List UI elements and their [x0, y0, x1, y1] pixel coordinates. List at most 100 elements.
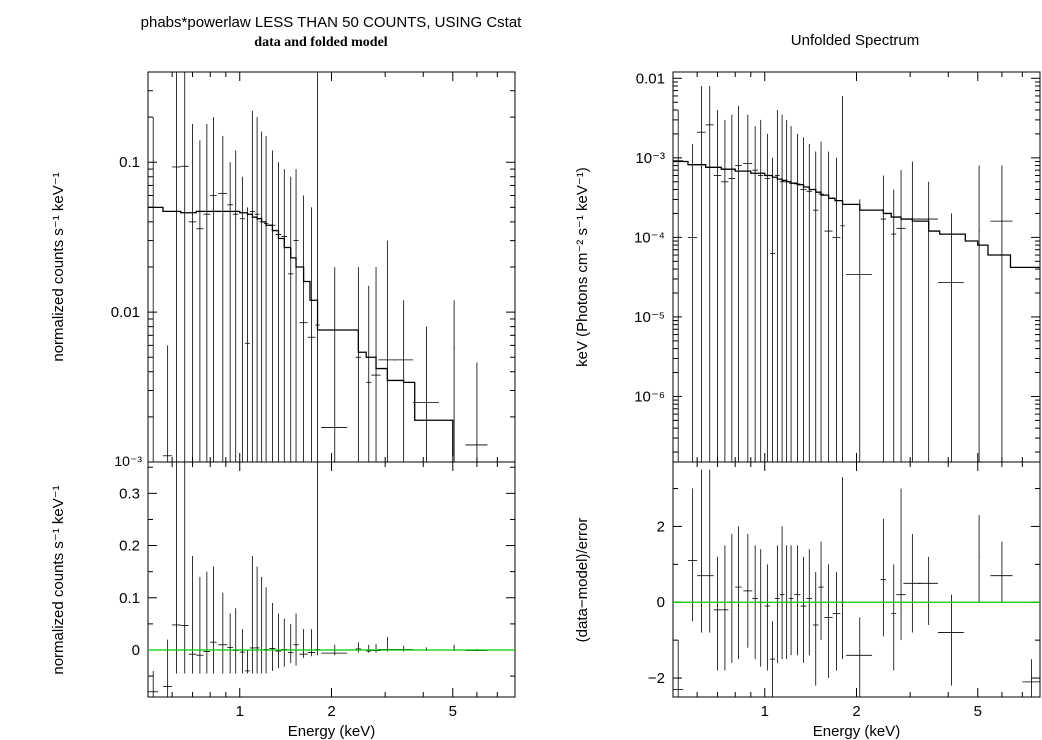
data-point — [705, 86, 714, 462]
data-point — [378, 636, 396, 652]
data-point — [673, 109, 684, 462]
data-point — [903, 534, 921, 633]
y-axis-label: normalized counts s⁻¹ keV⁻¹ — [50, 485, 67, 674]
data-point — [393, 645, 413, 652]
data-point — [721, 119, 729, 462]
data-point — [757, 549, 764, 667]
x-tick-label: 5 — [974, 703, 982, 720]
y-tick-label: 10⁻⁵ — [634, 309, 665, 326]
data-point — [232, 608, 239, 674]
x-axis-label: Energy (keV) — [288, 723, 376, 740]
panel-right-bottom: 1 2 5 Energy (keV) −2 0 2 (data−model)/error — [574, 461, 1041, 740]
data-point — [196, 576, 204, 674]
x-tick-label: 1 — [761, 703, 769, 720]
data-point — [764, 564, 770, 671]
y-tick-label: 0.1 — [119, 154, 140, 171]
data-point — [254, 566, 260, 674]
data-point — [299, 195, 308, 462]
data-point — [784, 119, 789, 462]
plot-frame — [672, 461, 1041, 698]
data-point — [188, 556, 197, 674]
data-point — [180, 462, 189, 674]
data-point — [697, 86, 706, 462]
data-point — [774, 545, 780, 663]
data-point — [688, 488, 698, 622]
data-point — [281, 618, 288, 667]
data-point — [172, 462, 181, 674]
model-step-line — [673, 160, 1040, 268]
plot-frame — [147, 461, 516, 698]
data-point — [824, 151, 833, 462]
x-axis-label: Energy (keV) — [813, 723, 901, 740]
data-point — [903, 161, 921, 462]
data-point — [244, 650, 250, 674]
left-subtitle: data and folded model — [254, 35, 388, 50]
data-point — [788, 545, 794, 656]
data-point — [232, 150, 239, 462]
data-point — [210, 117, 217, 462]
data-point — [321, 267, 348, 462]
data-point — [172, 72, 181, 462]
data-point — [315, 72, 320, 462]
data-point — [891, 189, 897, 462]
x-tick-label: 1 — [236, 703, 244, 720]
plot-frame — [672, 71, 1041, 463]
data-point — [728, 534, 736, 663]
data-point — [764, 133, 770, 462]
data-point — [163, 639, 173, 697]
data-point — [355, 642, 362, 653]
y-tick-label: 0.01 — [111, 304, 140, 321]
y-tick-label: 0.2 — [119, 538, 140, 555]
y-tick-label: 10⁻³ — [114, 453, 142, 469]
data-point — [840, 95, 845, 462]
data-point — [990, 541, 1013, 603]
data-point — [263, 587, 269, 674]
data-point — [307, 207, 316, 462]
data-point — [366, 644, 372, 653]
data-point — [227, 613, 233, 674]
data-point — [371, 643, 381, 653]
data-point — [293, 613, 299, 666]
y-tick-label: 0.01 — [636, 70, 665, 87]
data-point — [846, 617, 873, 697]
data-point — [366, 285, 372, 462]
y-tick-label: 0 — [132, 642, 140, 659]
data-point — [254, 117, 260, 462]
plot-panels: 0.01 0.1 10⁻³ normalized counts s⁻¹ keV⁻¹ 1 2… — [50, 70, 1041, 740]
data-point — [800, 137, 807, 462]
data-point — [800, 556, 807, 663]
data-point — [818, 141, 824, 462]
data-point — [697, 469, 706, 633]
data-point — [218, 592, 228, 674]
data-point — [249, 556, 255, 674]
y-axis-label: (data−model)/error — [574, 518, 591, 643]
data-point — [378, 240, 396, 462]
data-point — [259, 576, 264, 674]
data-point — [269, 603, 276, 671]
data-point — [453, 300, 455, 462]
data-point — [832, 157, 841, 462]
data-point — [752, 126, 758, 462]
data-point — [779, 526, 785, 660]
panel-right-top: 10⁻⁶ 10⁻⁵ 10⁻⁴ 10⁻³ 0.01 keV (Photons cm⁻² s⁻… — [574, 70, 1041, 463]
data-point — [259, 131, 264, 462]
data-point — [918, 556, 938, 625]
data-point — [794, 545, 801, 656]
data-point — [288, 623, 294, 664]
data-point — [846, 199, 873, 462]
data-point — [769, 157, 775, 462]
data-point — [735, 105, 742, 462]
data-point — [813, 151, 819, 462]
data-point — [990, 165, 1013, 462]
data-point — [721, 545, 729, 671]
y-tick-label: 0.3 — [119, 485, 140, 502]
data-point — [769, 621, 775, 697]
data-point — [713, 109, 722, 462]
data-point — [203, 123, 211, 462]
data-point — [203, 571, 211, 674]
data-point — [180, 72, 189, 462]
right-title: Unfolded Spectrum — [791, 32, 919, 49]
data-point — [818, 541, 824, 641]
data-point — [269, 150, 276, 462]
